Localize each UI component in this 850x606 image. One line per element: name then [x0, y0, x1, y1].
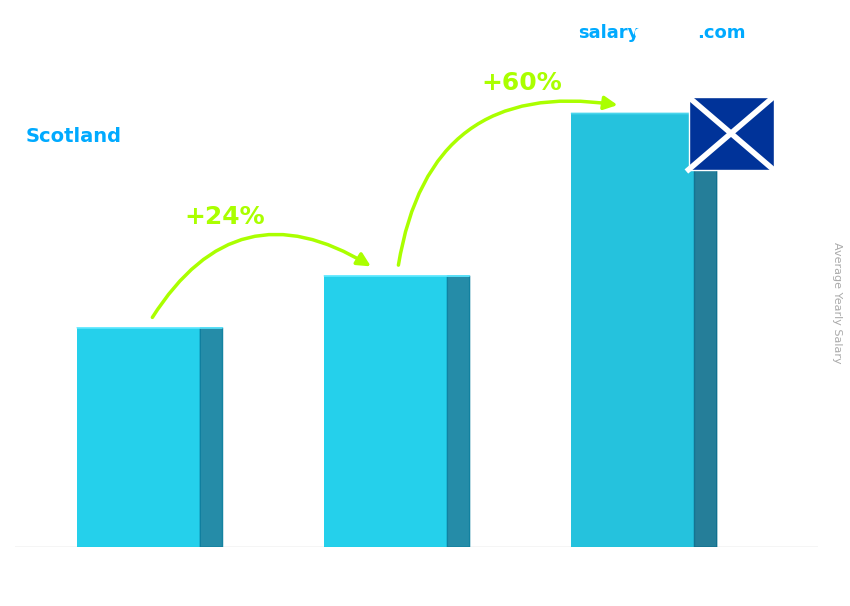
Text: .com: .com: [697, 24, 745, 42]
Text: 102,000 GBP: 102,000 GBP: [347, 247, 446, 262]
Polygon shape: [201, 328, 223, 547]
Text: 82,500 GBP: 82,500 GBP: [105, 299, 195, 315]
Polygon shape: [694, 113, 717, 547]
Text: 163,000 GBP: 163,000 GBP: [594, 85, 694, 100]
Text: salary: salary: [578, 24, 639, 42]
Bar: [324, 276, 447, 547]
Polygon shape: [447, 276, 469, 547]
Text: +24%: +24%: [184, 205, 265, 228]
Text: +60%: +60%: [481, 71, 562, 95]
Text: Salary Comparison By Education: Salary Comparison By Education: [26, 36, 582, 65]
Text: Average Yearly Salary: Average Yearly Salary: [831, 242, 842, 364]
Text: Alcohol and Drug Counselor: Alcohol and Drug Counselor: [26, 85, 297, 104]
Bar: [76, 328, 201, 547]
Bar: [571, 113, 694, 547]
Text: Scotland: Scotland: [26, 127, 122, 146]
Text: explorer: explorer: [633, 24, 718, 42]
